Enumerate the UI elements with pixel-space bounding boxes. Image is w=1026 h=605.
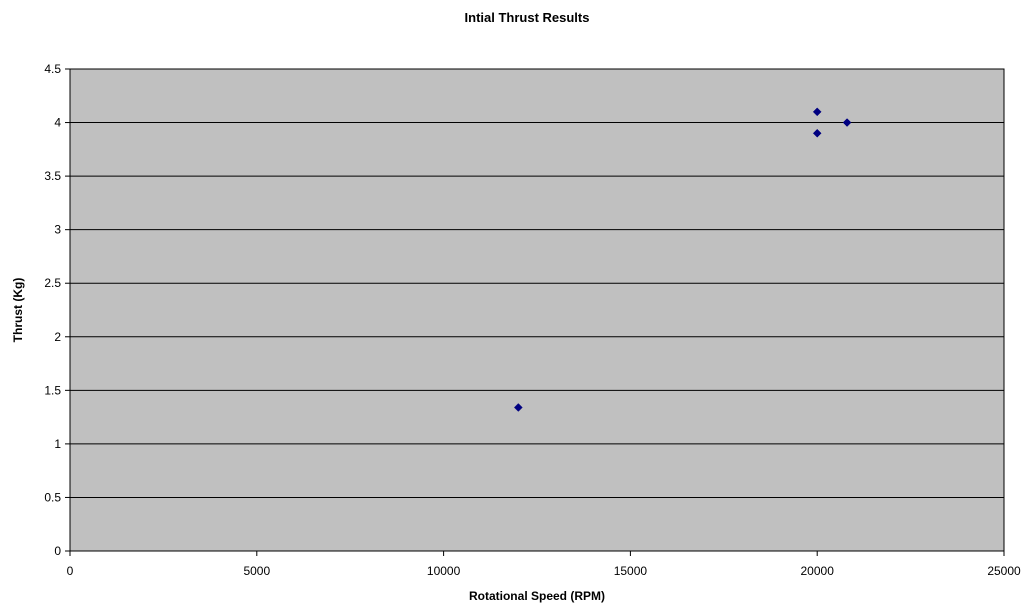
x-axis: 0 5000 10000 15000 20000 25000 bbox=[67, 551, 1021, 578]
y-tick-label: 0 bbox=[54, 544, 61, 558]
y-tick-label: 2 bbox=[54, 330, 61, 344]
y-axis: 0 0.5 1 1.5 2 2.5 3 3.5 4 4.5 bbox=[44, 62, 70, 558]
y-tick-label: 1 bbox=[54, 437, 61, 451]
y-axis-title: Thrust (Kg) bbox=[11, 278, 25, 343]
x-tick-label: 5000 bbox=[243, 564, 270, 578]
y-tick-label: 3.5 bbox=[44, 169, 61, 183]
x-tick-label: 0 bbox=[67, 564, 74, 578]
plot-area bbox=[69, 68, 1005, 552]
x-tick-label: 10000 bbox=[427, 564, 461, 578]
chart-title: Intial Thrust Results bbox=[465, 10, 590, 25]
data-points bbox=[513, 107, 852, 412]
gridlines bbox=[70, 122, 1004, 498]
y-tick-label: 4 bbox=[54, 116, 61, 130]
data-point bbox=[812, 107, 822, 117]
data-point bbox=[842, 118, 852, 127]
data-point bbox=[513, 403, 523, 412]
x-tick-label: 15000 bbox=[614, 564, 648, 578]
data-point bbox=[812, 128, 822, 138]
y-tick-label: 3 bbox=[54, 223, 61, 237]
x-axis-title: Rotational Speed (RPM) bbox=[469, 589, 605, 603]
x-tick-label: 20000 bbox=[801, 564, 835, 578]
y-tick-label: 0.5 bbox=[44, 490, 61, 504]
x-tick-label: 25000 bbox=[987, 564, 1021, 578]
y-tick-label: 1.5 bbox=[44, 383, 61, 397]
y-tick-label: 4.5 bbox=[44, 62, 61, 76]
y-tick-label: 2.5 bbox=[44, 276, 61, 290]
